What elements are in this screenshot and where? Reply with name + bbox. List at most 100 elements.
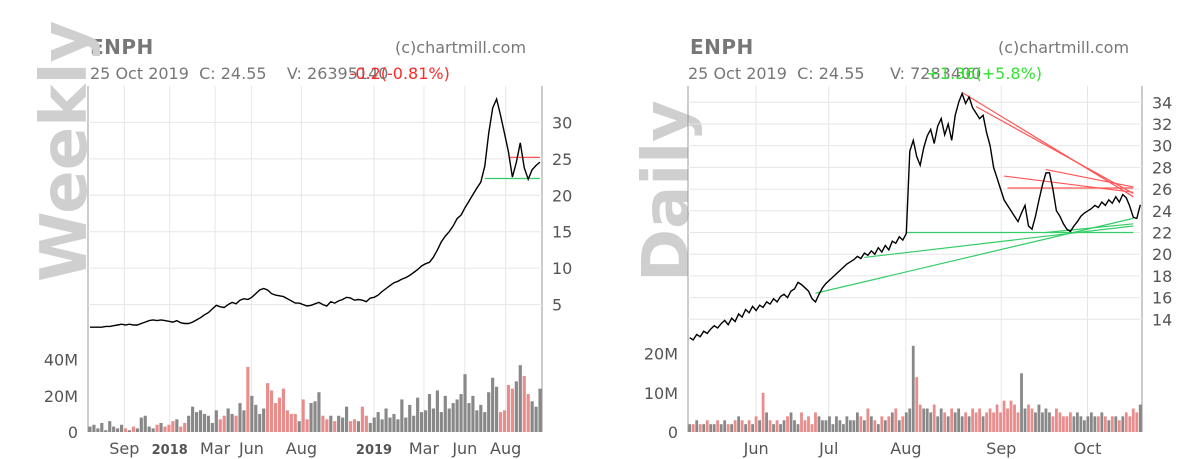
daily-support-line	[864, 225, 1134, 259]
weekly-volume-bar	[258, 413, 262, 432]
daily-volume-bar	[768, 420, 772, 432]
daily-y-tick-label: 22	[1152, 223, 1172, 242]
daily-volume-bar	[1013, 404, 1016, 432]
daily-close: C: 24.55	[797, 64, 865, 83]
daily-volume-bar	[719, 424, 723, 432]
daily-volume-bar	[855, 412, 859, 432]
daily-volume-bar	[866, 408, 870, 432]
daily-volume-bar	[730, 424, 734, 432]
daily-volume-bar	[1065, 416, 1069, 432]
daily-volume-bar	[1086, 416, 1090, 432]
weekly-volume-bar	[123, 428, 128, 432]
daily-x-tick-label: Jun	[743, 439, 769, 458]
daily-volume-bar	[953, 412, 957, 432]
daily-volume-bar	[807, 416, 810, 432]
daily-volume-bar	[747, 420, 751, 432]
daily-volume-tick-label: 0	[668, 423, 678, 442]
daily-volume-bar	[932, 404, 936, 432]
daily-volume-bar	[751, 424, 755, 432]
daily-volume-bar	[908, 408, 912, 432]
daily-volume-bar	[772, 424, 775, 432]
weekly-volume-bar	[384, 408, 388, 432]
daily-volume-bar	[1055, 408, 1058, 432]
daily-volume-bar	[1062, 416, 1065, 432]
weekly-volume-bar	[475, 410, 479, 432]
weekly-volume-bar	[238, 403, 242, 432]
daily-volume-bar	[1037, 404, 1041, 432]
daily-volume-bar	[1100, 412, 1104, 432]
weekly-volume-bar	[277, 397, 282, 432]
weekly-volume-bar	[202, 413, 207, 432]
daily-volume-bar	[835, 416, 838, 432]
daily-volume-bar	[876, 424, 880, 432]
weekly-volume-bar	[538, 388, 542, 432]
daily-chart-svg: 14 16 18 20 22 24 26 28 30 32 34 Jun Jul Aug Sep Oct 0 10…	[644, 86, 1172, 458]
weekly-volume-bar	[423, 410, 428, 432]
weekly-volume-bar	[479, 404, 483, 432]
daily-volume-bar	[852, 420, 856, 432]
weekly-volume-bar	[459, 394, 463, 432]
weekly-volume-bar	[408, 404, 412, 432]
weekly-x-tick-label: Aug	[286, 439, 317, 458]
daily-volume-bar	[1079, 416, 1083, 432]
daily-volume-bar	[737, 416, 741, 432]
daily-volume-bar	[782, 420, 786, 432]
weekly-change: -0.2(-0.81%)	[349, 64, 450, 83]
weekly-volume-bar	[360, 406, 364, 432]
weekly-volume-bar	[131, 426, 135, 432]
weekly-volume-bar	[206, 415, 210, 432]
weekly-volume-tick-label: 40M	[44, 351, 78, 370]
weekly-x-tick-label: Mar	[200, 439, 231, 458]
weekly-volume-bar	[467, 403, 471, 432]
daily-volume-bar	[894, 408, 898, 432]
daily-volume-bar	[744, 424, 748, 432]
daily-volume-bar	[1093, 416, 1097, 432]
weekly-close: C: 24.55	[199, 64, 267, 83]
weekly-volume-bar	[262, 408, 266, 432]
weekly-volume-bar	[364, 415, 368, 432]
weekly-volume-bar	[301, 399, 305, 432]
daily-volume-bar	[709, 424, 713, 432]
daily-volume-bar	[831, 424, 835, 432]
daily-volume-bar	[1075, 412, 1079, 432]
weekly-volume-bar	[443, 395, 447, 432]
weekly-volume-bar	[250, 395, 254, 432]
daily-volume-bar	[883, 420, 887, 432]
weekly-volume-bar	[435, 390, 439, 432]
weekly-volume-tick-label: 20M	[44, 387, 78, 406]
daily-volume-bar	[1107, 420, 1111, 432]
weekly-x-tick-label: Jun	[451, 439, 477, 458]
daily-y-tick-label: 30	[1152, 137, 1172, 156]
daily-volume-bar	[691, 424, 695, 432]
daily-volume-bar	[1110, 416, 1114, 432]
daily-ticker: ENPH	[690, 35, 754, 59]
daily-volume-bar	[716, 420, 720, 432]
weekly-volume-bar	[112, 426, 116, 432]
weekly-volume-bar	[522, 375, 526, 432]
daily-volume-bar	[925, 408, 929, 432]
weekly-volume-bar	[273, 403, 278, 432]
daily-volume-bar	[929, 412, 933, 432]
daily-volume-bar	[702, 424, 706, 432]
weekly-volume-bar	[471, 395, 475, 432]
daily-volume-bar	[960, 416, 964, 432]
daily-volume-bar	[985, 412, 988, 432]
daily-volume-bar	[957, 408, 961, 432]
daily-volume-bar	[1124, 412, 1128, 432]
daily-volume-bar	[1069, 412, 1072, 432]
weekly-volume-bar	[534, 406, 538, 432]
daily-volume-bar	[995, 404, 999, 432]
daily-chart-panel: ENPH (c)chartmill.com 25 Oct 2019 C: 24.…	[600, 0, 1187, 459]
weekly-volume-bar	[309, 403, 313, 432]
daily-x-tick-label: Jul	[818, 439, 838, 458]
weekly-volume-bar	[510, 388, 514, 432]
daily-volume-bar	[939, 408, 943, 432]
weekly-volume-bar	[487, 392, 491, 432]
weekly-copyright: (c)chartmill.com	[395, 38, 527, 57]
daily-price-line	[689, 91, 1141, 341]
weekly-volume-bar	[88, 426, 92, 432]
weekly-volume-bar	[451, 403, 455, 432]
weekly-volume-bar	[218, 419, 222, 432]
daily-volume-bar	[964, 412, 968, 432]
weekly-volume-bar	[526, 394, 530, 432]
